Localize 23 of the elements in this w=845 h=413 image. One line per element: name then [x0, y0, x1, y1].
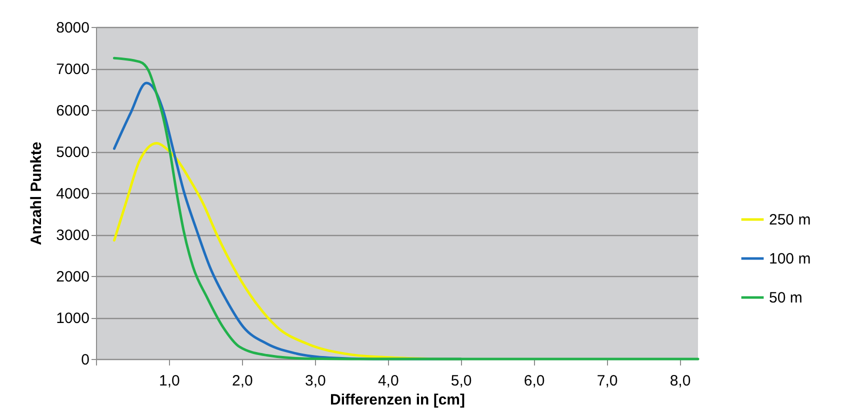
x-tick-label: 7,0 [596, 372, 618, 390]
y-tick-label: 4000 [56, 186, 90, 202]
y-tick-label: 6000 [56, 102, 90, 120]
x-tick-label: 6,0 [524, 372, 545, 390]
y-tick-label: 3000 [56, 227, 90, 244]
y-tick-label: 2000 [56, 268, 90, 286]
legend-label: 50 m [769, 290, 802, 306]
y-tick-label: 8000 [56, 20, 90, 36]
y-tick-label: 1000 [56, 310, 90, 327]
x-tick-label: 3,0 [304, 372, 326, 390]
line-series [112, 56, 700, 360]
y-tick-label: 7000 [56, 61, 90, 78]
x-tick-label: 5,0 [450, 372, 472, 390]
y-tick-label: 5000 [56, 144, 90, 161]
x-tick-label: 2,0 [232, 372, 253, 390]
x-tick-label: 8,0 [670, 372, 691, 390]
legend-label: 250 m [769, 212, 811, 228]
legend-label: 100 m [769, 250, 811, 268]
y-axis-title: Anzahl Punkte [28, 142, 46, 246]
y-tick-label: 0 [81, 352, 90, 368]
x-axis-title: Differenzen in [cm] [330, 392, 466, 408]
x-tick-label: 1,0 [159, 372, 180, 390]
x-tick-label: 4,0 [378, 372, 399, 390]
